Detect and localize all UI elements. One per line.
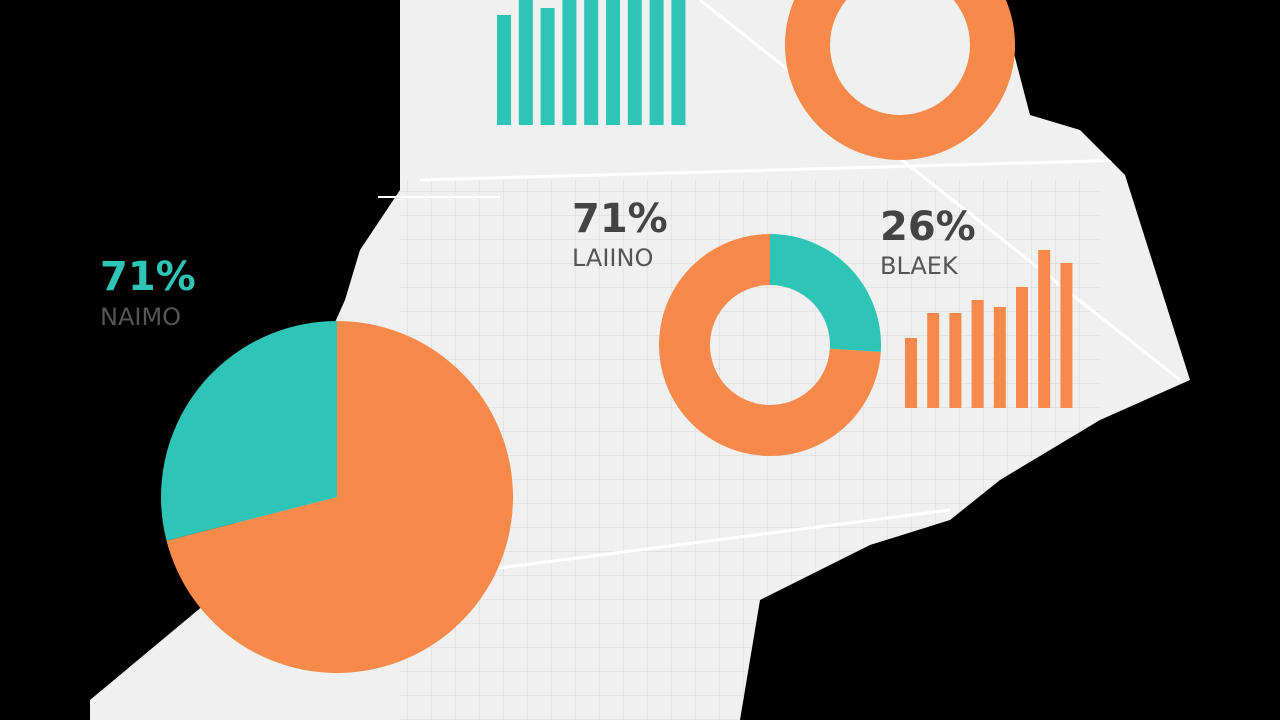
bar xyxy=(671,0,686,125)
bar xyxy=(497,15,511,125)
pie-value-label: 71% xyxy=(100,254,196,300)
pie-slice xyxy=(161,321,337,541)
bar xyxy=(627,0,642,125)
bar xyxy=(905,338,917,408)
charts xyxy=(161,0,1073,674)
bar xyxy=(971,300,984,408)
bar xyxy=(993,307,1006,408)
bar xyxy=(1060,263,1073,408)
donut-value-label: 26% xyxy=(880,204,976,250)
bar xyxy=(518,0,533,125)
bar xyxy=(562,0,577,125)
bar xyxy=(1016,287,1028,408)
pie-slice xyxy=(166,321,513,674)
donut-label: BLAEK xyxy=(880,252,959,280)
donut-slice xyxy=(770,234,881,352)
annotation-value: 71% xyxy=(572,196,668,242)
bar xyxy=(606,0,620,125)
bar xyxy=(540,8,555,125)
bar xyxy=(949,313,962,408)
bar xyxy=(927,313,940,408)
donut-slice xyxy=(659,234,881,456)
bar xyxy=(649,0,664,125)
bar xyxy=(1038,250,1051,408)
bar xyxy=(584,0,599,125)
donut-slice xyxy=(785,0,1015,160)
pie-label: NAIMO xyxy=(100,303,181,331)
annotation-label: LAIINO xyxy=(572,244,653,272)
